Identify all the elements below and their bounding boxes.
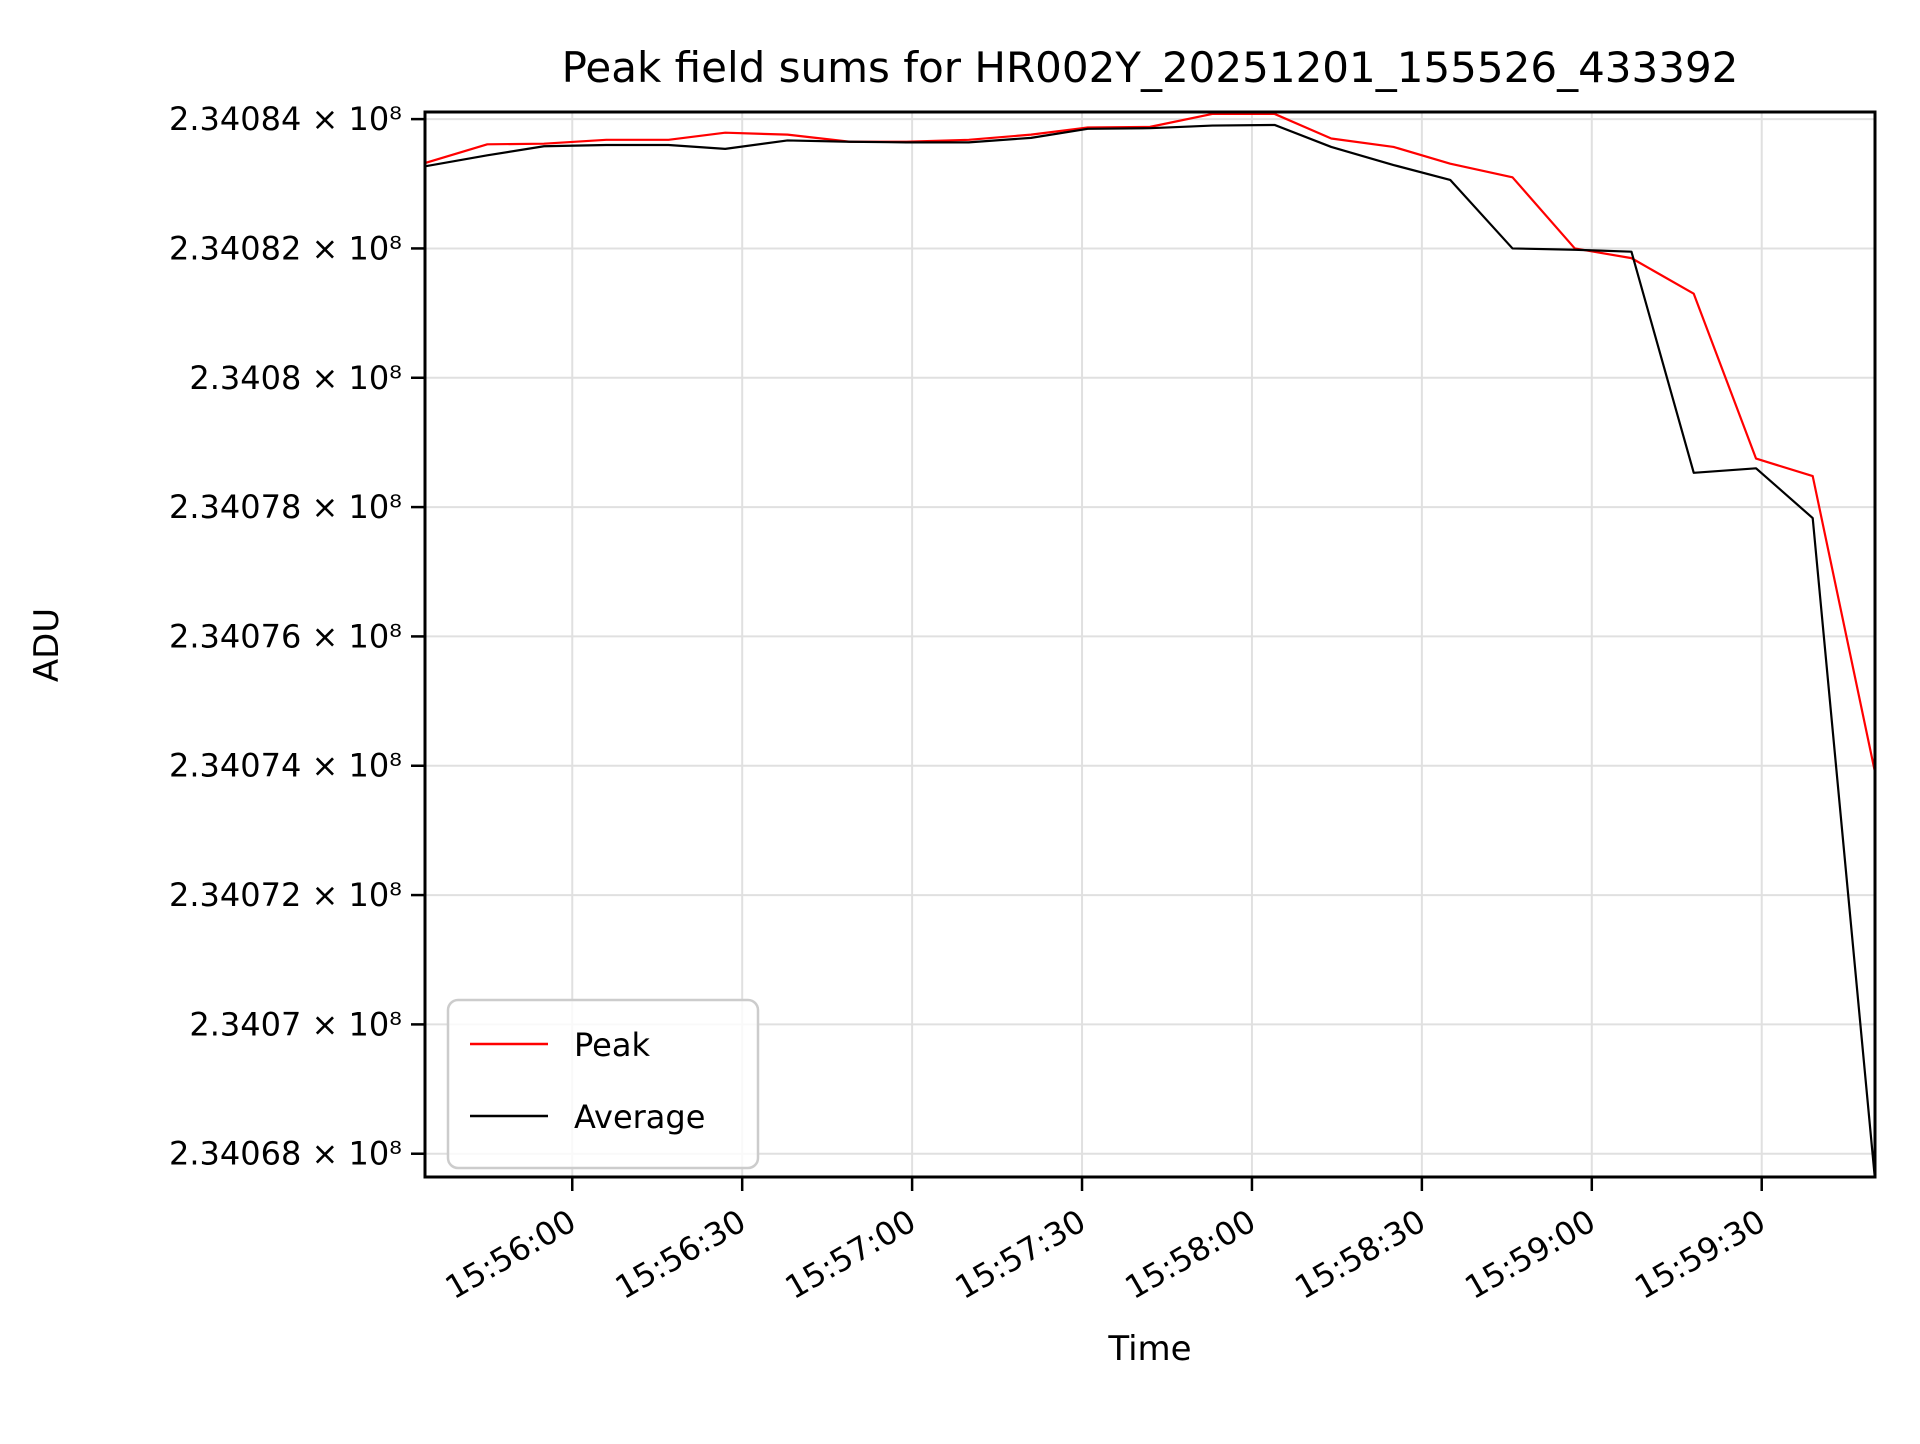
tick-label-layer: 15:56:00 15:56:30 15:57:00 15:57:30 15:58:00… — [169, 100, 1772, 1307]
x-tick-label: 15:57:30 — [949, 1202, 1092, 1307]
x-tick-label: 15:56:30 — [609, 1202, 752, 1307]
y-axis-label: ADU — [27, 608, 67, 682]
y-tick-label: 2.34078 × 10⁸ — [169, 488, 402, 526]
legend-label-peak: Peak — [574, 1026, 650, 1064]
y-tick-label: 2.34072 × 10⁸ — [169, 876, 402, 914]
y-tick-label: 2.34068 × 10⁸ — [169, 1135, 402, 1173]
legend-box — [446, 998, 760, 1170]
y-tick-label: 2.3408 × 10⁸ — [189, 359, 402, 397]
y-tick-label: 2.34084 × 10⁸ — [169, 100, 402, 138]
y-tick-label: 2.34074 × 10⁸ — [169, 747, 402, 785]
series-layer — [425, 112, 1875, 1177]
plot-border — [423, 110, 1877, 1179]
tick-layer — [411, 117, 1763, 1191]
peak-line — [425, 112, 1875, 773]
x-tick-label: 15:58:30 — [1288, 1202, 1431, 1307]
y-tick-label: 2.3407 × 10⁸ — [189, 1005, 402, 1043]
y-tick-label: 2.34076 × 10⁸ — [169, 617, 402, 655]
y-tick-label: 2.34082 × 10⁸ — [169, 229, 402, 267]
legend-label-average: Average — [574, 1098, 705, 1136]
x-tick-label: 15:57:00 — [779, 1202, 922, 1307]
x-tick-label: 15:56:00 — [439, 1202, 582, 1307]
x-tick-label: 15:59:30 — [1628, 1202, 1771, 1307]
chart-title: Peak field sums for HR002Y_20251201_1555… — [562, 43, 1739, 92]
legend: Peak Average — [446, 998, 760, 1170]
grid-layer — [425, 112, 1875, 1177]
x-axis-label: Time — [1107, 1329, 1191, 1369]
average-line — [425, 123, 1875, 1177]
x-tick-label: 15:58:00 — [1118, 1202, 1261, 1307]
x-tick-label: 15:59:00 — [1458, 1202, 1601, 1307]
